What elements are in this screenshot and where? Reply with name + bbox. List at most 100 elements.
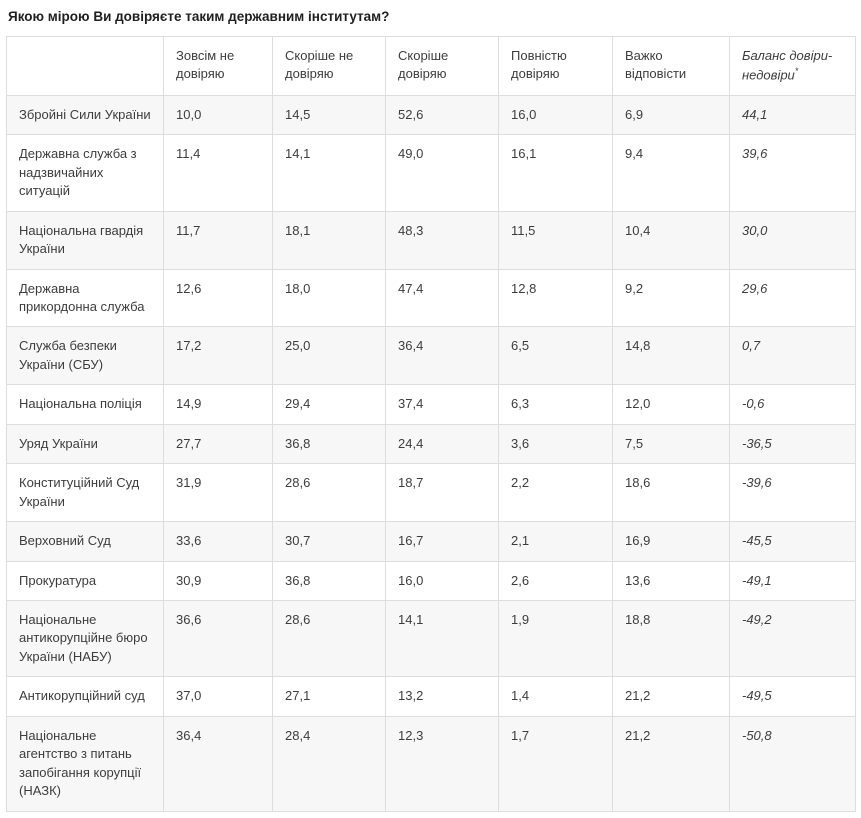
value-cell: 48,3 (385, 210, 499, 270)
institution-cell: Національне антикорупційне бюро України … (6, 600, 164, 678)
balance-cell: -0,6 (729, 384, 856, 425)
value-cell: 14,8 (612, 326, 730, 386)
column-header-balance: Баланс довіри-недовіри* (729, 35, 856, 96)
value-cell: 10,4 (612, 210, 730, 270)
value-cell: 37,0 (163, 676, 273, 717)
institution-cell: Збройні Сили України (6, 94, 164, 136)
table-row: Служба безпеки України (СБУ) 17,2 25,0 36,4… (6, 326, 856, 386)
value-cell: 49,0 (385, 134, 499, 212)
value-cell: 28,6 (272, 463, 386, 523)
value-cell: 18,6 (612, 463, 730, 523)
institution-cell: Державна служба з надзвичайних ситуацій (6, 134, 164, 212)
column-header-rather-no-trust: Скоріше не довіряю (272, 35, 386, 96)
value-cell: 21,2 (612, 676, 730, 717)
value-cell: 11,4 (163, 134, 273, 212)
table-header: Зовсім не довіряю Скоріше не довіряю Ско… (6, 35, 856, 96)
value-cell: 14,9 (163, 384, 273, 425)
value-cell: 36,4 (163, 715, 273, 812)
value-cell: 47,4 (385, 268, 499, 328)
value-cell: 28,4 (272, 715, 386, 812)
table-row: Верховний Суд 33,6 30,7 16,7 2,1 16,9 -45,5 (6, 521, 856, 562)
balance-cell: -36,5 (729, 423, 856, 465)
value-cell: 33,6 (163, 521, 273, 562)
value-cell: 12,8 (498, 268, 613, 328)
table-row: Уряд України 27,7 36,8 24,4 3,6 7,5 -36,5 (6, 423, 856, 465)
value-cell: 14,1 (272, 134, 386, 212)
value-cell: 30,9 (163, 560, 273, 602)
table-row: Національна гвардія України 11,7 18,1 48,3 1… (6, 210, 856, 270)
institution-cell: Прокуратура (6, 560, 164, 602)
balance-cell: -49,2 (729, 600, 856, 678)
balance-cell: -45,5 (729, 521, 856, 562)
institution-cell: Служба безпеки України (СБУ) (6, 326, 164, 386)
value-cell: 27,7 (163, 423, 273, 465)
value-cell: 30,7 (272, 521, 386, 562)
value-cell: 3,6 (498, 423, 613, 465)
balance-asterisk: * (794, 66, 799, 76)
value-cell: 12,6 (163, 268, 273, 328)
value-cell: 6,5 (498, 326, 613, 386)
value-cell: 2,1 (498, 521, 613, 562)
value-cell: 7,5 (612, 423, 730, 465)
balance-cell: -49,5 (729, 676, 856, 717)
value-cell: 13,2 (385, 676, 499, 717)
page-title: Якою мірою Ви довіряєте таким державним … (8, 9, 390, 24)
value-cell: 13,6 (612, 560, 730, 602)
value-cell: 52,6 (385, 94, 499, 136)
table-row: Антикорупційний суд 37,0 27,1 13,2 1,4 21,2 -4… (6, 676, 856, 717)
institution-cell: Державна прикордонна служба (6, 268, 164, 328)
value-cell: 12,3 (385, 715, 499, 812)
value-cell: 16,7 (385, 521, 499, 562)
institution-cell: Конституційний Суд України (6, 463, 164, 523)
value-cell: 16,0 (385, 560, 499, 602)
table-body: Збройні Сили України 10,0 14,5 52,6 16,0 6,9 4… (6, 94, 856, 812)
balance-cell: -50,8 (729, 715, 856, 812)
value-cell: 9,2 (612, 268, 730, 328)
value-cell: 36,6 (163, 600, 273, 678)
value-cell: 36,8 (272, 560, 386, 602)
value-cell: 36,4 (385, 326, 499, 386)
value-cell: 16,0 (498, 94, 613, 136)
column-header-rather-trust: Скоріше довіряю (385, 35, 499, 96)
institution-cell: Національна поліція (6, 384, 164, 425)
value-cell: 17,2 (163, 326, 273, 386)
value-cell: 37,4 (385, 384, 499, 425)
table-row: Національне агентство з питань запобіган… (6, 715, 856, 812)
trust-table: Зовсім не довіряю Скоріше не довіряю Ско… (6, 35, 856, 812)
value-cell: 25,0 (272, 326, 386, 386)
value-cell: 16,9 (612, 521, 730, 562)
balance-header-label: Баланс довіри-недовіри (742, 47, 833, 83)
value-cell: 6,9 (612, 94, 730, 136)
table-row: Національна поліція 14,9 29,4 37,4 6,3 12,0 -0… (6, 384, 856, 425)
value-cell: 27,1 (272, 676, 386, 717)
value-cell: 31,9 (163, 463, 273, 523)
institution-cell: Верховний Суд (6, 521, 164, 562)
value-cell: 12,0 (612, 384, 730, 425)
table-row: Національне антикорупційне бюро України … (6, 600, 856, 678)
value-cell: 6,3 (498, 384, 613, 425)
institution-cell: Національне агентство з питань запобіган… (6, 715, 164, 812)
institution-cell: Антикорупційний суд (6, 676, 164, 717)
table-row: Прокуратура 30,9 36,8 16,0 2,6 13,6 -49,1 (6, 560, 856, 602)
balance-cell: 44,1 (729, 94, 856, 136)
value-cell: 1,7 (498, 715, 613, 812)
value-cell: 10,0 (163, 94, 273, 136)
empty-header-cell (6, 35, 164, 96)
value-cell: 2,2 (498, 463, 613, 523)
value-cell: 16,1 (498, 134, 613, 212)
value-cell: 21,2 (612, 715, 730, 812)
header-row: Зовсім не довіряю Скоріше не довіряю Ско… (6, 35, 856, 96)
value-cell: 18,0 (272, 268, 386, 328)
table-row: Збройні Сили України 10,0 14,5 52,6 16,0 6,9 4… (6, 94, 856, 136)
value-cell: 18,1 (272, 210, 386, 270)
value-cell: 14,5 (272, 94, 386, 136)
value-cell: 14,1 (385, 600, 499, 678)
column-header-fully-trust: Повністю довіряю (498, 35, 613, 96)
value-cell: 11,5 (498, 210, 613, 270)
balance-cell: 30,0 (729, 210, 856, 270)
balance-cell: 39,6 (729, 134, 856, 212)
institution-cell: Уряд України (6, 423, 164, 465)
value-cell: 28,6 (272, 600, 386, 678)
value-cell: 18,7 (385, 463, 499, 523)
